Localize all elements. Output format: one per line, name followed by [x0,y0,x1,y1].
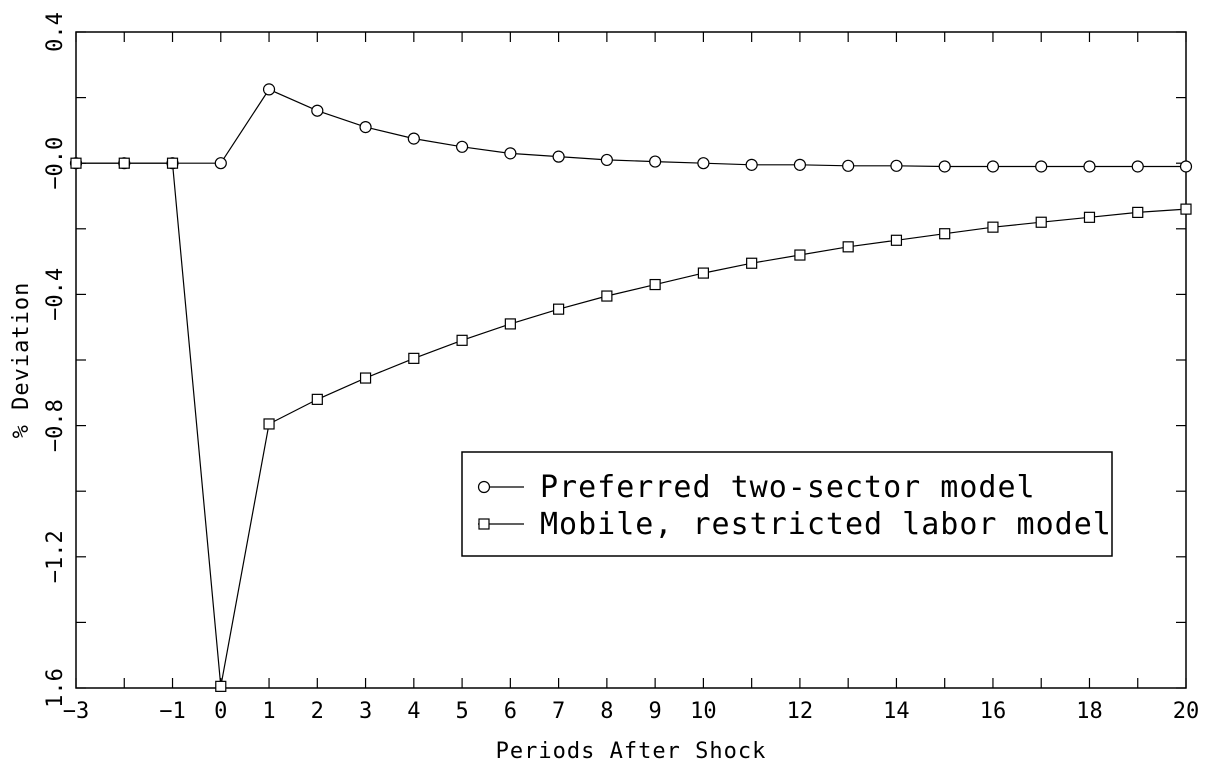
x-tick-label: 20 [1173,699,1200,724]
data-point-square [601,290,613,302]
data-point-square [987,221,999,233]
data-point-circle [600,153,613,167]
x-tick-label: −3 [63,699,90,724]
legend-label-series-1: Preferred two-sector model [540,470,1036,505]
x-tick-label: 2 [311,699,324,724]
data-point-circle [407,132,420,145]
data-point-square [311,393,323,405]
x-tick-label: 9 [649,699,662,724]
series-line-1 [76,88,1186,168]
x-tick-label: 8 [600,699,613,724]
data-point-circle [552,150,565,163]
data-point-circle [311,104,324,117]
data-point-circle [214,157,227,170]
data-point-square [1132,206,1144,218]
legend: Preferred two-sector model Mobile, restr… [461,451,1113,557]
data-point-circle [890,159,903,172]
x-tick-label: 7 [552,699,565,724]
data-point-circle [697,157,710,170]
data-point-circle [793,158,807,171]
y-tick-label: −0.8 [43,399,68,452]
data-point-circle [455,140,469,153]
x-tick-label: 6 [504,699,517,724]
data-point-square [1180,203,1192,215]
y-tick-label: 1.6 [43,668,68,708]
data-point-square [359,372,372,384]
data-point-circle [262,83,276,96]
legend-circle-marker-icon [477,480,491,494]
data-point-circle [359,121,372,134]
tick-labels: −3 −1 0 1 2 3 4 5 6 7 8 9 10 12 14 16 18 200.4−0.0−0.4−0.… [43,12,1199,724]
data-point-circle [1035,160,1048,173]
data-point-square [456,334,468,346]
data-point-square [939,228,951,240]
x-tick-label: 0 [214,699,227,724]
data-point-circle [938,160,951,173]
series-layer [69,83,1193,692]
data-point-square [697,267,709,279]
legend-label-series-2: Mobile, restricted labor model [540,507,1112,542]
data-point-square [1083,211,1096,223]
data-point-square [263,418,275,430]
y-axis-title: % Deviation [9,282,34,439]
data-point-square [215,680,227,692]
x-tick-label: −1 [159,699,186,724]
data-point-square [70,157,82,169]
data-point-square [553,303,565,315]
y-tick-label: −0.0 [43,137,68,190]
data-point-square [794,249,806,261]
y-tick-label: −1.2 [43,530,68,583]
data-point-square [166,157,179,169]
x-tick-label: 16 [980,699,1007,724]
data-point-circle [842,159,855,172]
data-point-square [118,157,130,169]
data-point-square [649,278,661,291]
x-tick-label: 14 [883,699,910,724]
x-axis-title: Periods After Shock [496,739,767,764]
data-point-circle [1179,160,1193,173]
data-point-circle [986,160,1000,173]
x-tick-label: 3 [359,699,372,724]
x-tick-label: 5 [455,699,468,724]
axis-ticks [75,31,1187,689]
data-point-square [842,241,854,253]
x-tick-label: 12 [787,699,814,724]
data-point-circle [649,155,662,168]
data-point-square [890,234,903,246]
y-tick-label: 0.4 [43,12,68,52]
data-point-circle [1083,160,1096,173]
data-point-square [746,257,758,269]
x-tick-label: 1 [262,699,275,724]
data-point-circle [504,147,517,160]
legend-box [461,451,1113,557]
data-point-square [408,352,420,364]
data-point-square [504,318,516,330]
data-point-circle [745,158,758,171]
x-tick-label: 4 [407,699,420,724]
data-point-square [1035,216,1047,228]
x-tick-label: 10 [690,699,717,724]
y-tick-label: −0.4 [43,268,68,321]
data-point-circle [1131,160,1144,173]
x-tick-label: 18 [1076,699,1103,724]
series-line-2 [76,162,1187,687]
legend-square-marker-icon [478,518,490,530]
